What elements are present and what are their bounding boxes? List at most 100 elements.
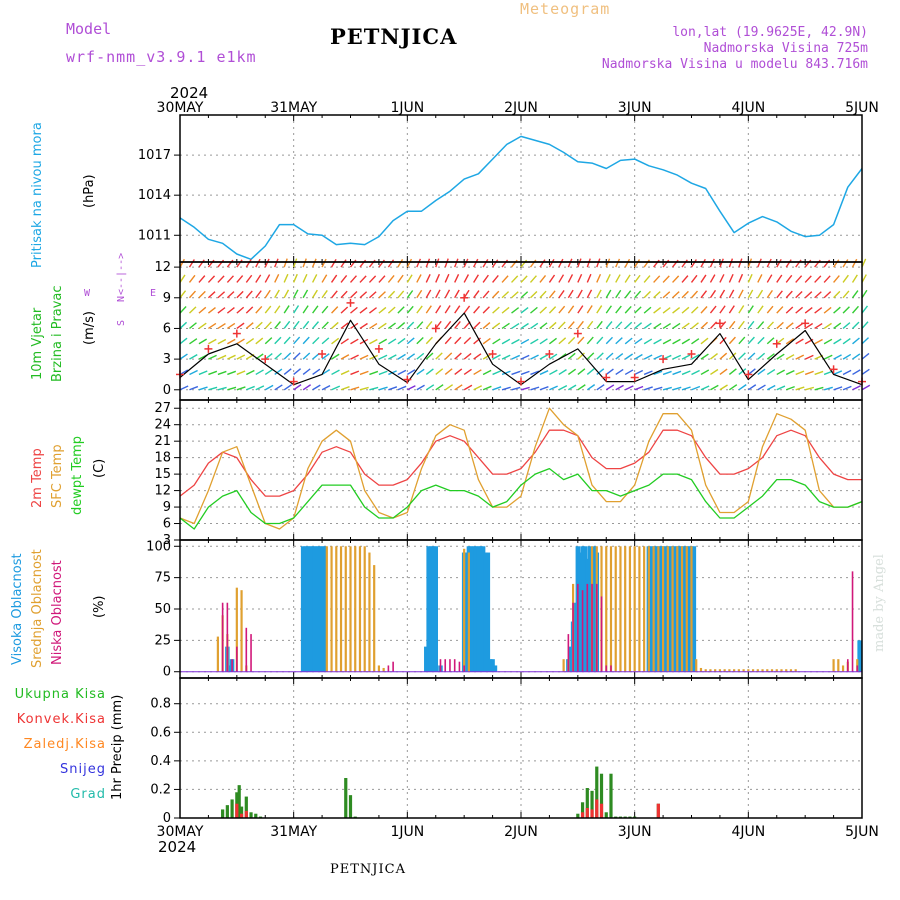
- wind-arrow: [539, 290, 547, 299]
- mid-cloud-bar: [728, 669, 731, 672]
- wind-arrow: [511, 338, 520, 345]
- wind-arrow: [653, 338, 662, 345]
- wind-arrow: [814, 291, 822, 299]
- wind-arrow: [833, 259, 840, 268]
- day-label-top: 31MAY: [270, 100, 317, 116]
- wind-arrow: [757, 368, 766, 376]
- wind-arrow: [198, 259, 205, 268]
- wind-arrow: [738, 368, 747, 375]
- meteogram-label: Meteogram: [520, 0, 611, 18]
- high-cloud-bar: [478, 546, 483, 672]
- wind-arrow: [321, 258, 327, 268]
- wind-arrow: [321, 353, 330, 360]
- y-tick-label: 0.8: [150, 697, 171, 712]
- wind-arrow: [217, 322, 226, 330]
- wind-arrow: [226, 275, 234, 283]
- wind-arrow: [690, 259, 697, 268]
- wind-arrow: [634, 259, 641, 268]
- wind-arrow: [529, 275, 537, 283]
- wind-arrow: [776, 369, 785, 376]
- wind-arrow: [596, 273, 602, 283]
- mid-cloud-bar: [751, 669, 755, 672]
- wind-arrow: [842, 290, 850, 299]
- wind-arrow: [757, 336, 765, 345]
- wind-arrow: [624, 258, 631, 268]
- wind-arrow: [501, 322, 510, 330]
- high-cloud-bar: [307, 546, 313, 672]
- mid-cloud-bar: [704, 669, 707, 672]
- mid-cloud-bar: [709, 669, 712, 672]
- wind-arrow: [520, 354, 530, 360]
- wind-arrow: [388, 386, 398, 391]
- wind-arrow: [653, 306, 662, 314]
- wind-arrow: [823, 338, 833, 345]
- wind-arrow: [189, 322, 197, 329]
- day-label-bottom: 4JUN: [731, 824, 765, 840]
- wind-arrow: [586, 368, 595, 375]
- wind-arrow: [217, 307, 226, 314]
- mid-cloud-bar: [785, 669, 788, 672]
- wind-arrow: [492, 306, 500, 314]
- wind-arrow: [255, 274, 262, 283]
- mid-cloud-bar: [775, 669, 778, 672]
- wind-arrow: [312, 336, 320, 345]
- wind-arrow: [245, 274, 253, 283]
- wind-arrow: [577, 320, 584, 329]
- mid-cloud-bar: [377, 665, 381, 672]
- wind-arrow: [264, 368, 274, 376]
- mid-cloud-bar: [619, 546, 622, 672]
- wind-arrow: [198, 290, 206, 299]
- wind-arrow: [416, 305, 423, 314]
- wind-arrow: [406, 337, 415, 345]
- wind-arrow: [757, 289, 764, 299]
- wind-arrow: [709, 321, 718, 329]
- wind-arrow: [179, 353, 188, 360]
- wind-arrow: [255, 337, 264, 345]
- high-cloud-bar: [485, 552, 491, 672]
- legend-convective-rain: Konvek.Kisa: [16, 712, 106, 727]
- mid-cloud-bar: [643, 546, 646, 672]
- model-name: wrf-nmm_v3.9.1 e1km: [66, 48, 257, 66]
- wind-arrow: [605, 368, 614, 376]
- wind-arrow: [833, 386, 843, 391]
- wind-arrow: [331, 385, 341, 391]
- wind-arrow: [530, 322, 539, 330]
- wind-arrow: [539, 386, 549, 391]
- wind-arrow: [577, 305, 584, 314]
- high-cloud-bar: [471, 546, 476, 672]
- wind-arrow: [643, 354, 653, 360]
- wind-arrow: [700, 290, 708, 299]
- wind-arrow: [586, 352, 595, 360]
- wind-arrow: [567, 258, 573, 268]
- wind-arrow: [747, 368, 756, 375]
- wind-arrow: [217, 370, 227, 376]
- lonlat-text: lon,lat (19.9625E, 42.9N): [672, 25, 868, 40]
- wind-arrow: [236, 290, 244, 299]
- mid-cloud-bar: [657, 546, 660, 672]
- wind-arrow: [283, 384, 293, 391]
- wind-arrow: [492, 275, 499, 283]
- wind-arrow: [842, 274, 849, 283]
- y-tick-label: 6: [163, 517, 171, 532]
- wind-arrow: [264, 337, 273, 345]
- wind-arrow: [293, 258, 298, 268]
- wind-arrow: [530, 338, 539, 345]
- high-cloud-bar: [568, 646, 573, 672]
- wind-arrow: [776, 353, 785, 360]
- wind-arrow: [653, 370, 663, 376]
- wind-arrow: [558, 305, 566, 314]
- wind-arrow: [302, 273, 308, 283]
- wind-arrow: [520, 291, 529, 299]
- convective-rain-bar: [595, 799, 599, 818]
- wind-arrow: [321, 337, 330, 345]
- wind-arrow: [444, 305, 451, 314]
- wind-arrow: [634, 369, 644, 376]
- wind-arrow: [473, 337, 481, 345]
- wind-arrow: [482, 385, 492, 391]
- wind-arrow: [710, 368, 719, 376]
- high-cloud-bar: [480, 546, 486, 672]
- mid-cloud-bar: [770, 669, 774, 672]
- wind-arrow: [795, 290, 803, 299]
- high-cloud-bar: [667, 546, 673, 672]
- wind-arrow: [795, 370, 805, 376]
